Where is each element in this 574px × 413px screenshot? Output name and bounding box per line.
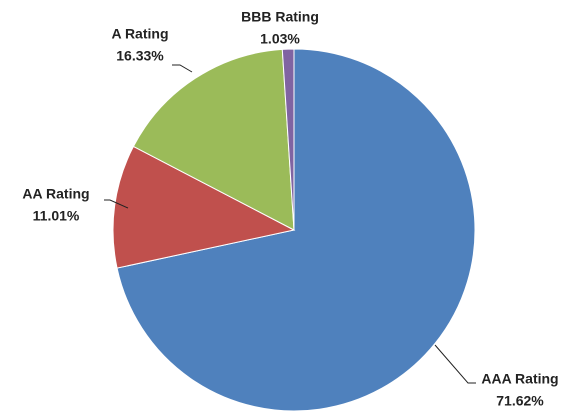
slice-value-label: 1.03% [260,31,300,47]
pie-slice [132,48,295,231]
slice-value-label: 71.62% [496,393,544,409]
leader-line [172,64,193,73]
pie-slice [281,48,295,231]
slice-label: AAA Rating [481,371,558,387]
slice-label: AA Rating [22,186,89,202]
slice-value-label: 11.01% [33,208,80,224]
slice-label: A Rating [111,26,168,42]
leader-line [104,199,129,209]
pie-slice [116,48,476,412]
leader-line [434,344,476,384]
pie-slice [112,145,296,269]
slice-value-label: 16.33% [116,48,164,64]
slice-label: BBB Rating [241,9,319,25]
